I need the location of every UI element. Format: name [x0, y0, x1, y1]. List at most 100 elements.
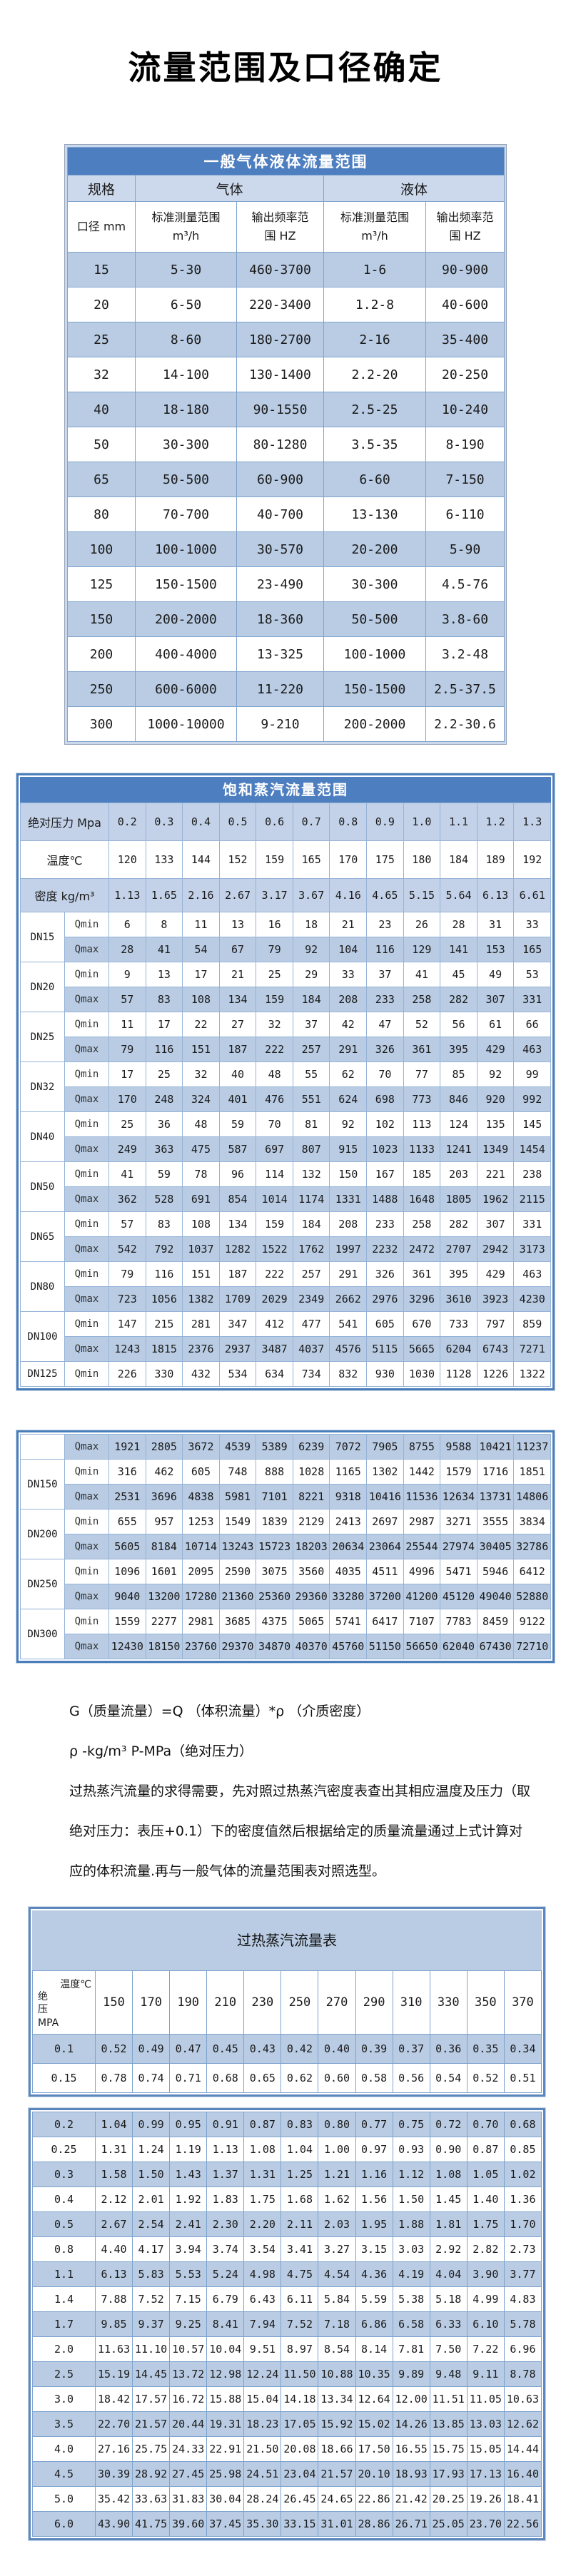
cell: 159: [256, 1211, 293, 1237]
cell: 6.10: [466, 2311, 505, 2338]
cell: 670: [403, 1311, 441, 1337]
cell: 7.18: [318, 2311, 356, 2338]
cell: 9122: [513, 1609, 551, 1634]
cell: 25: [67, 322, 136, 357]
cell: 6.11: [281, 2286, 319, 2313]
cell: 187: [218, 1037, 257, 1062]
cell: 9.89: [392, 2361, 430, 2388]
cell: 5.24: [206, 2261, 245, 2288]
cell: 463: [513, 1261, 551, 1287]
cell: 0.58: [355, 2063, 393, 2094]
cell: 0.70: [466, 2112, 505, 2138]
cell: 10416: [366, 1484, 404, 1510]
cell: 429: [476, 1261, 515, 1287]
cell: Qmax: [64, 1236, 110, 1262]
note-paragraph: 过热蒸汽流量的求得需要，先对照过热蒸汽密度表查出其相应温度及压力（取绝对压力：表…: [69, 1783, 531, 1880]
cell: 27974: [440, 1534, 477, 1559]
cell: 70-700: [135, 497, 237, 532]
cell: 8: [145, 912, 183, 937]
cell: 326: [366, 1261, 404, 1287]
cell: 541: [329, 1311, 368, 1337]
cell: 189: [476, 840, 515, 879]
cell: 4.99: [466, 2286, 505, 2313]
cell: 100-1000: [323, 636, 426, 672]
temperature-column-header: 270: [318, 1970, 356, 2035]
cell: 41200: [403, 1584, 441, 1609]
cell: 992: [513, 1086, 551, 1112]
cell: 18203: [292, 1534, 330, 1559]
cell: 4.40: [94, 2236, 133, 2263]
cell: 460-3700: [236, 252, 324, 287]
cell: 1.43: [169, 2162, 208, 2188]
cell: 2.2-30.6: [425, 706, 505, 742]
cell: 1.13: [108, 878, 146, 912]
cell: 1.0: [403, 803, 441, 841]
table-row: 6.0 43.90 41.75 39.60 37.45 35.30 33.15 31.01 28…: [32, 2511, 542, 2537]
cell: 21: [329, 912, 368, 937]
table-row: 32 14-100 130-1400 2.2-20 20-250: [67, 357, 505, 392]
cell: 7.15: [169, 2286, 208, 2313]
cell: 5.59: [355, 2286, 393, 2313]
cell: 92: [292, 937, 330, 962]
cell: 15.92: [318, 2411, 356, 2438]
cell: 8.54: [318, 2336, 356, 2363]
cell: 1.12: [392, 2162, 430, 2188]
cell: 18.42: [94, 2386, 133, 2413]
temperature-column-header: 330: [429, 1970, 468, 2035]
cell: 23.04: [281, 2461, 319, 2488]
cell: 100: [67, 531, 136, 567]
cell: 167: [366, 1161, 404, 1187]
cell: 6.43: [243, 2286, 282, 2313]
temperature-column-header: 230: [243, 1970, 282, 2035]
cell: 129: [403, 937, 441, 962]
cell: 7-150: [425, 462, 505, 497]
table-row: DN25 Qmin 11 17 22 27 32 37 42 47 52 56 61 66: [20, 1012, 551, 1062]
cell: 221: [476, 1161, 515, 1187]
cell: 37200: [366, 1584, 404, 1609]
cell: 2805: [145, 1434, 183, 1460]
general-flow-table: 一般气体液体流量范围 规格 气体 液体 口径 mm 标准测量范围 m³/h 输出…: [64, 144, 507, 745]
cell: 125: [67, 566, 136, 602]
cell: 0.47: [169, 2034, 208, 2065]
cell: 1030: [403, 1361, 441, 1387]
cell: 25: [145, 1062, 183, 1087]
cell: 846: [440, 1086, 477, 1112]
cell: 16: [256, 912, 293, 937]
cell: 0.9: [366, 803, 404, 841]
cell: 0.8: [329, 803, 368, 841]
cell: 187: [218, 1261, 257, 1287]
saturated-block1-body: DN15 Qmin 6 8 11 13 16 18 21 23 26 28 31 33 Qmax 28 41 54…: [20, 912, 551, 1387]
table-row: DN200 Qmin 655 957 1253 1549 1839 2129 2413 2697 2…: [20, 1509, 551, 1559]
cell: 7.50: [429, 2336, 468, 2363]
cell: 1243: [108, 1336, 146, 1362]
cell: 600-6000: [135, 671, 237, 707]
table-row: 0.15 0.78 0.74 0.71 0.68 0.65 0.62 0.60 0.58 0.56…: [32, 2063, 542, 2094]
cell: 0.74: [132, 2063, 171, 2094]
cell: 1488: [366, 1186, 404, 1212]
cell: 61: [476, 1012, 515, 1037]
cell: 1096: [108, 1559, 146, 1584]
cell: 6-110: [425, 497, 505, 532]
cell: 25.05: [429, 2511, 468, 2537]
table-row: Qmax 1921 2805 3672 4539 5389 6239 7072 7905 8755…: [20, 1434, 551, 1460]
cell: 9.48: [429, 2361, 468, 2388]
cell: 4.19: [392, 2261, 430, 2288]
cell: 1-6: [323, 252, 426, 287]
cell: 20.44: [169, 2411, 208, 2438]
cell: 250: [67, 671, 136, 707]
cell: 116: [145, 1261, 183, 1287]
cell: 888: [256, 1459, 293, 1485]
cell: 4.83: [503, 2286, 542, 2313]
cell: 13.03: [466, 2411, 505, 2438]
cell: 0.37: [392, 2034, 430, 2065]
temperature-column-header: 370: [503, 1970, 542, 2035]
cell: 3.5: [32, 2411, 96, 2438]
cell: 8.14: [355, 2336, 393, 2363]
cell: 6.86: [355, 2311, 393, 2338]
cell: 1241: [440, 1136, 477, 1162]
cell: 33.63: [132, 2486, 171, 2513]
cell: 31: [476, 912, 515, 937]
cell: 35.30: [243, 2511, 282, 2537]
note-paragraph: G（质量流量）=Q （体积流量）*ρ （介质密度）: [69, 1704, 370, 1719]
cell: 52880: [513, 1584, 551, 1609]
